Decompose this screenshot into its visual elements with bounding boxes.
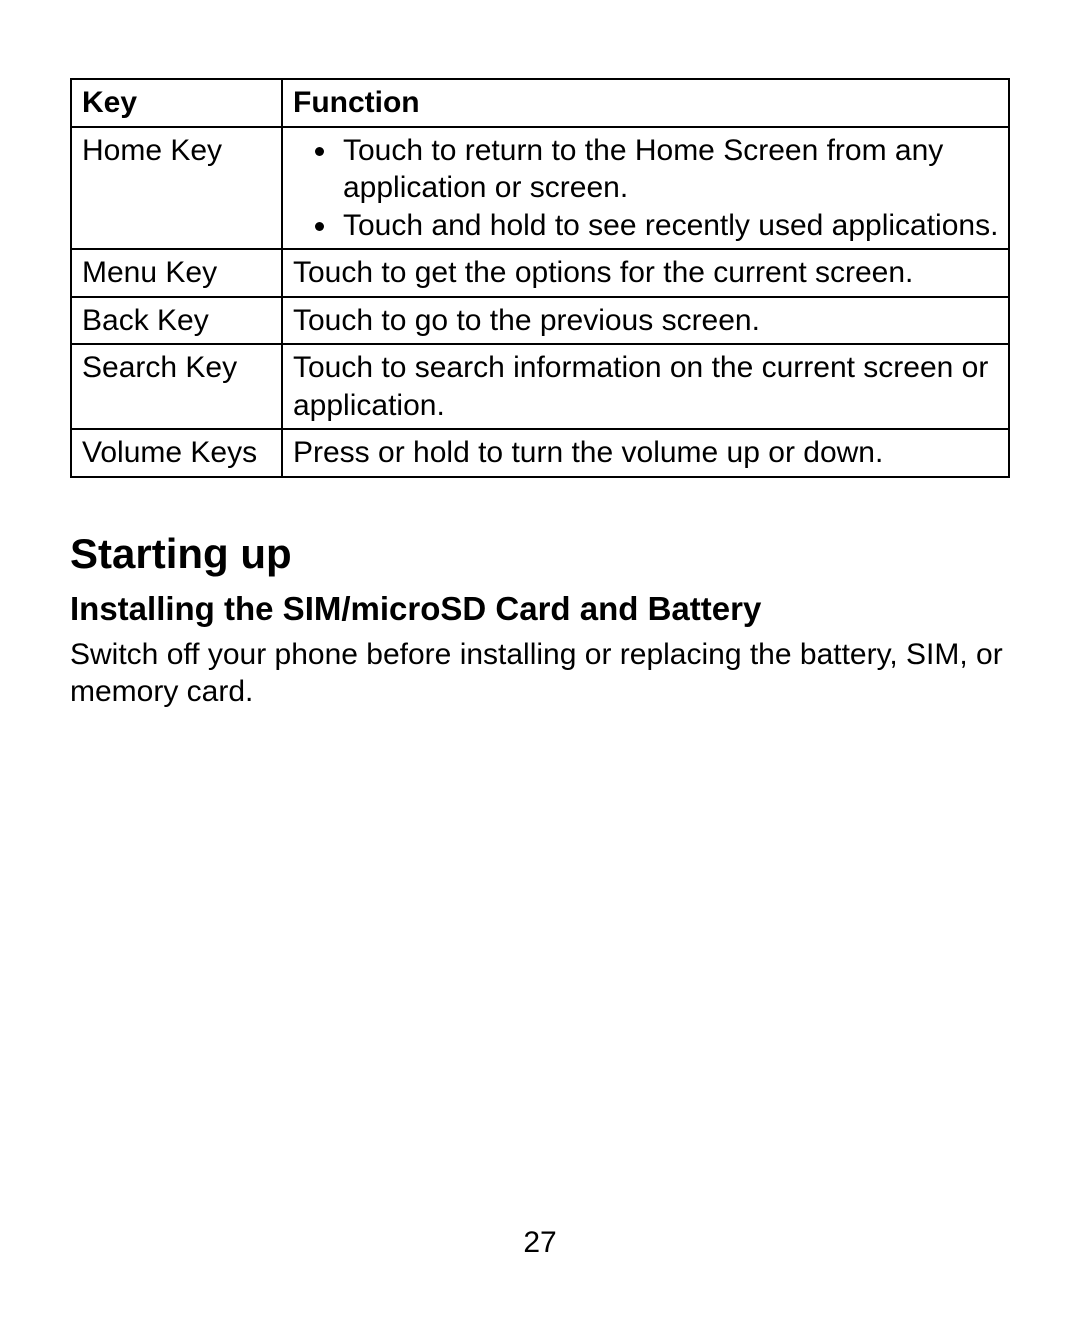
cell-function: Touch to get the options for the current… <box>282 249 1009 297</box>
manual-page: Key Function Home Key Touch to return to… <box>0 0 1080 1320</box>
function-bullet-list: Touch to return to the Home Screen from … <box>293 132 1000 245</box>
table-row: Home Key Touch to return to the Home Scr… <box>71 127 1009 250</box>
function-bullet: Touch and hold to see recently used appl… <box>339 207 1000 245</box>
table-row: Volume Keys Press or hold to turn the vo… <box>71 429 1009 477</box>
page-number: 27 <box>0 1226 1080 1260</box>
cell-function: Touch to return to the Home Screen from … <box>282 127 1009 250</box>
cell-key: Volume Keys <box>71 429 282 477</box>
section-heading: Starting up <box>70 530 1010 578</box>
header-key: Key <box>71 79 282 127</box>
cell-function: Touch to go to the previous screen. <box>282 297 1009 345</box>
subsection-heading: Installing the SIM/microSD Card and Batt… <box>70 590 1010 628</box>
header-function: Function <box>282 79 1009 127</box>
cell-function: Press or hold to turn the volume up or d… <box>282 429 1009 477</box>
key-function-table: Key Function Home Key Touch to return to… <box>70 78 1010 478</box>
cell-key: Search Key <box>71 344 282 429</box>
cell-key: Back Key <box>71 297 282 345</box>
function-bullet: Touch to return to the Home Screen from … <box>339 132 1000 207</box>
table-row: Search Key Touch to search information o… <box>71 344 1009 429</box>
cell-key: Home Key <box>71 127 282 250</box>
body-paragraph: Switch off your phone before installing … <box>70 636 1010 711</box>
table-row: Menu Key Touch to get the options for th… <box>71 249 1009 297</box>
table-row: Back Key Touch to go to the previous scr… <box>71 297 1009 345</box>
cell-key: Menu Key <box>71 249 282 297</box>
table-header-row: Key Function <box>71 79 1009 127</box>
cell-function: Touch to search information on the curre… <box>282 344 1009 429</box>
